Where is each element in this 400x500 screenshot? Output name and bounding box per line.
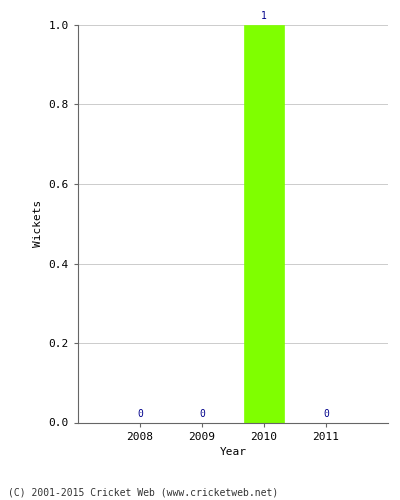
X-axis label: Year: Year (220, 447, 246, 457)
Bar (244, 25, 284, 422)
Y-axis label: Wickets: Wickets (33, 200, 43, 248)
Text: 0: 0 (199, 408, 205, 418)
Text: (C) 2001-2015 Cricket Web (www.cricketweb.net): (C) 2001-2015 Cricket Web (www.cricketwe… (8, 488, 278, 498)
Text: 0: 0 (323, 408, 329, 418)
Text: 1: 1 (261, 11, 267, 21)
Text: 0: 0 (137, 408, 143, 418)
